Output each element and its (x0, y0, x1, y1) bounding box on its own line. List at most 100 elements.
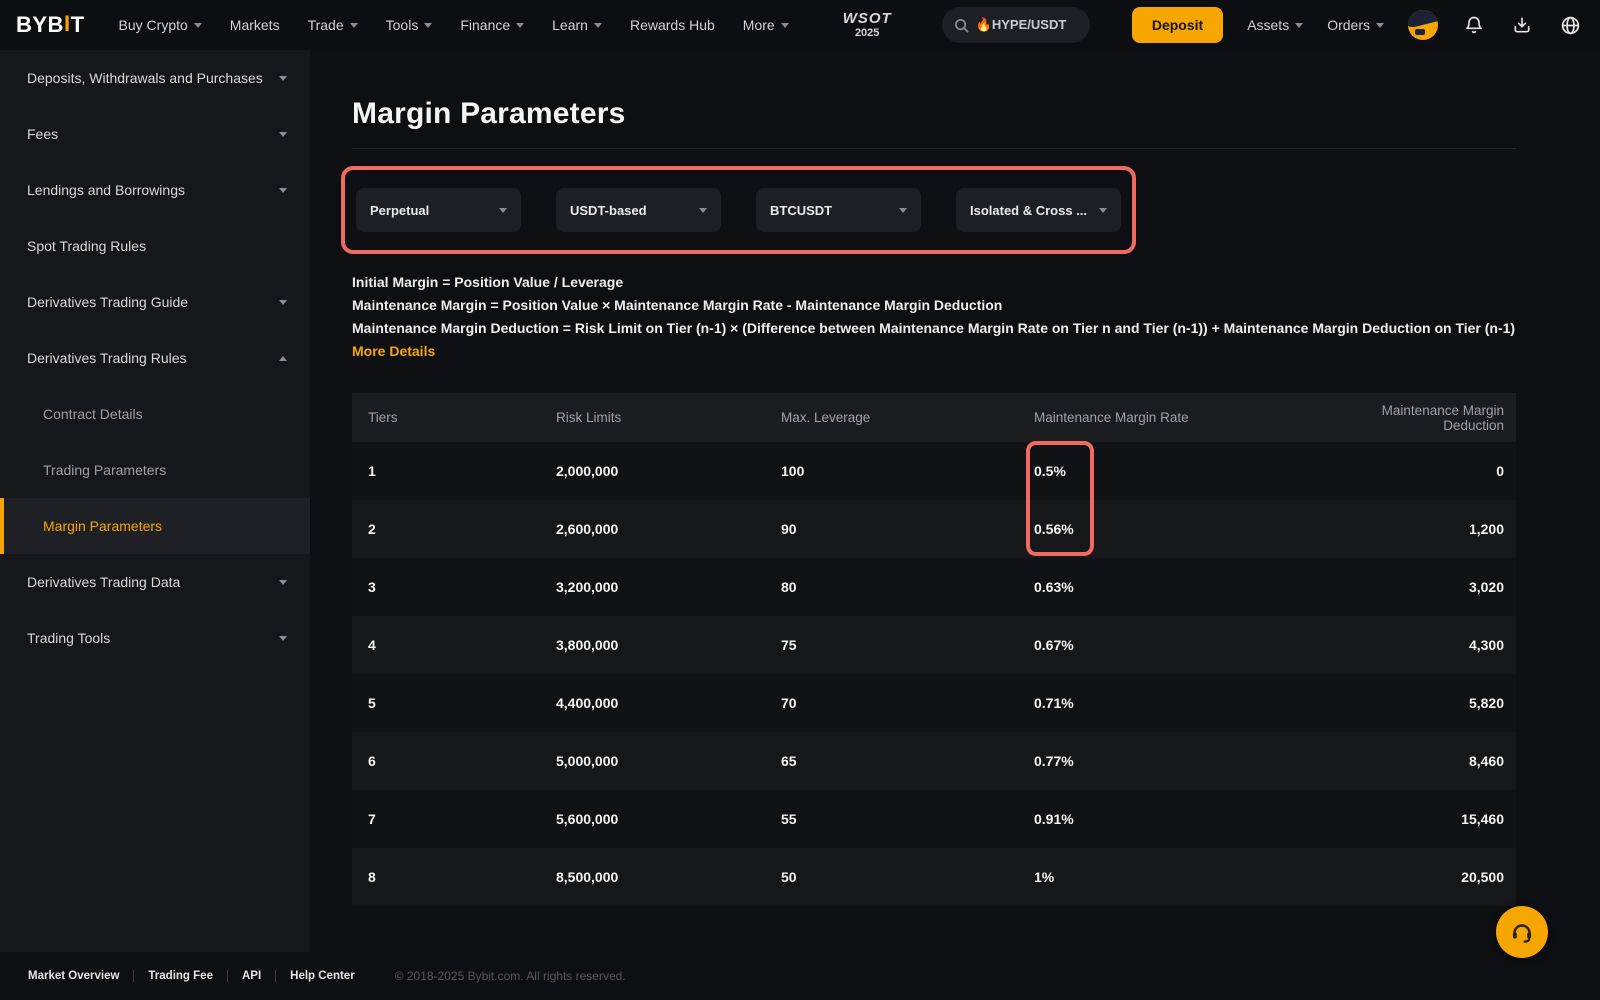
footer-link-api[interactable]: API (241, 970, 262, 982)
nav-item-label: Assets (1247, 17, 1290, 33)
support-chat-button[interactable] (1496, 906, 1548, 958)
search-value: 🔥HYPE/USDT (975, 17, 1067, 32)
risk-limit-cell: 5,600,000 (556, 811, 619, 827)
max-leverage-cell: 50 (781, 869, 797, 885)
sidebar-item-deposits-withdrawals[interactable]: Deposits, Withdrawals and Purchases (0, 50, 310, 106)
max-leverage-cell: 55 (781, 811, 797, 827)
sidebar-item-contract-details[interactable]: Contract Details (0, 386, 310, 442)
chevron-down-icon (279, 131, 287, 137)
nav-item-label: Rewards Hub (629, 17, 715, 33)
sidebar-item-label: Contract Details (43, 406, 143, 422)
sidebar-item-derivatives-trading-data[interactable]: Derivatives Trading Data (0, 554, 310, 610)
sidebar: Deposits, Withdrawals and Purchases Fees… (0, 50, 310, 952)
chevron-down-icon (349, 22, 358, 28)
nav-item-label: Buy Crypto (118, 17, 188, 33)
tier-cell: 2 (368, 521, 376, 537)
user-avatar[interactable] (1408, 10, 1438, 40)
sidebar-item-margin-parameters-active[interactable]: Margin Parameters (0, 498, 310, 554)
chevron-down-icon (899, 207, 907, 213)
max-leverage-cell: 70 (781, 695, 797, 711)
footer-separator (133, 970, 135, 982)
sidebar-item-trading-parameters[interactable]: Trading Parameters (0, 442, 310, 498)
max-leverage-cell: 65 (781, 753, 797, 769)
maintenance-margin-rate-cell: 0.67% (1034, 637, 1074, 653)
maintenance-margin-deduction-cell: 15,460 (1461, 811, 1504, 827)
footer-link-trading-fee[interactable]: Trading Fee (148, 970, 213, 982)
max-leverage-cell: 80 (781, 579, 797, 595)
page-footer: Market Overview Trading Fee API Help Cen… (0, 952, 1600, 1000)
highlight-box-filters: Perpetual USDT-based BTCUSDT Isolated & … (341, 166, 1136, 254)
language-globe-icon[interactable] (1558, 13, 1582, 37)
copyright-text: © 2018-2025 Bybit.com. All rights reserv… (394, 969, 626, 983)
logo-accent: I (63, 11, 71, 36)
sidebar-item-label: Fees (27, 126, 59, 142)
nav-item-learn[interactable]: Learn (552, 17, 602, 33)
title-divider (352, 148, 1516, 149)
contract-type-dropdown[interactable]: Perpetual (356, 188, 521, 232)
table-row: 3 3,200,000 80 0.63% 3,020 (352, 558, 1516, 616)
search-input[interactable]: 🔥HYPE/USDT (941, 7, 1090, 43)
nav-item-label: Tools (385, 17, 419, 33)
nav-item-label: Trade (307, 17, 344, 33)
nav-item-finance[interactable]: Finance (460, 17, 525, 33)
nav-item-tools[interactable]: Tools (386, 17, 433, 33)
symbol-dropdown[interactable]: BTCUSDT (756, 188, 921, 232)
sidebar-item-derivatives-trading-guide[interactable]: Derivatives Trading Guide (0, 274, 310, 330)
maintenance-margin-rate-cell: 0.63% (1034, 579, 1074, 595)
search-icon (954, 18, 969, 32)
sidebar-item-spot-trading-rules[interactable]: Spot Trading Rules (0, 218, 310, 274)
nav-item-markets[interactable]: Markets (230, 17, 280, 33)
deposit-button[interactable]: Deposit (1131, 7, 1224, 43)
sidebar-item-label: Trading Parameters (43, 462, 167, 478)
table-row: 7 5,600,000 55 0.91% 15,460 (352, 790, 1516, 848)
sidebar-item-derivatives-trading-rules[interactable]: Derivatives Trading Rules (0, 330, 310, 386)
nav-item-assets[interactable]: Assets (1247, 17, 1304, 33)
download-app-icon[interactable] (1510, 13, 1534, 37)
tier-cell: 4 (368, 637, 376, 653)
chevron-down-icon (279, 635, 287, 641)
col-header-maintenance-margin-rate: Maintenance Margin Rate (1034, 410, 1189, 425)
maintenance-margin-rate-cell: 0.77% (1034, 753, 1074, 769)
maintenance-margin-rate-cell: 1% (1034, 869, 1055, 885)
footer-link-market-overview[interactable]: Market Overview (28, 970, 120, 982)
sidebar-item-label: Spot Trading Rules (27, 238, 147, 254)
bybit-logo[interactable]: BYB I T (16, 11, 85, 38)
settlement-dropdown[interactable]: USDT-based (556, 188, 721, 232)
table-row: 1 2,000,000 100 0.5% 0 (352, 442, 1516, 500)
sidebar-item-label: Deposits, Withdrawals and Purchases (27, 70, 263, 86)
sidebar-item-label: Trading Tools (27, 630, 111, 646)
chevron-down-icon (1295, 22, 1304, 28)
nav-item-buy-crypto[interactable]: Buy Crypto (119, 17, 202, 33)
logo-text-2: T (70, 12, 85, 37)
footer-separator (226, 970, 228, 982)
maintenance-margin-deduction-cell: 5,820 (1468, 695, 1504, 711)
wsot-2025-banner[interactable]: WSOT 2025 (843, 11, 892, 39)
table-row: 6 5,000,000 65 0.77% 8,460 (352, 732, 1516, 790)
risk-limit-cell: 4,400,000 (556, 695, 619, 711)
notifications-bell-icon[interactable] (1462, 13, 1486, 37)
nav-left-group: BYB I T Buy Crypto Markets Trade Tools Fin… (16, 7, 1090, 43)
margin-mode-dropdown[interactable]: Isolated & Cross ... (956, 188, 1121, 232)
risk-limit-cell: 5,000,000 (556, 753, 619, 769)
nav-item-trade[interactable]: Trade (308, 17, 358, 33)
maintenance-margin-rate-cell: 0.91% (1034, 811, 1074, 827)
risk-limit-cell: 8,500,000 (556, 869, 619, 885)
nav-item-more[interactable]: More (743, 17, 789, 33)
footer-link-help-center[interactable]: Help Center (290, 970, 355, 982)
sidebar-item-trading-tools[interactable]: Trading Tools (0, 610, 310, 666)
risk-limit-cell: 2,600,000 (556, 521, 619, 537)
chevron-down-icon (279, 579, 287, 585)
tier-cell: 1 (368, 463, 376, 479)
sidebar-item-fees[interactable]: Fees (0, 106, 310, 162)
sidebar-item-lendings-borrowings[interactable]: Lendings and Borrowings (0, 162, 310, 218)
tier-cell: 3 (368, 579, 376, 595)
maintenance-margin-deduction-cell: 3,020 (1468, 579, 1504, 595)
max-leverage-cell: 100 (781, 463, 805, 479)
sidebar-item-label: Lendings and Borrowings (27, 182, 185, 198)
more-details-link[interactable]: More Details (352, 343, 436, 359)
nav-item-label: Orders (1327, 17, 1370, 33)
tier-cell: 5 (368, 695, 376, 711)
chevron-down-icon (1376, 22, 1384, 28)
nav-item-orders[interactable]: Orders (1327, 17, 1384, 33)
nav-item-rewards-hub[interactable]: Rewards Hub (630, 17, 715, 33)
